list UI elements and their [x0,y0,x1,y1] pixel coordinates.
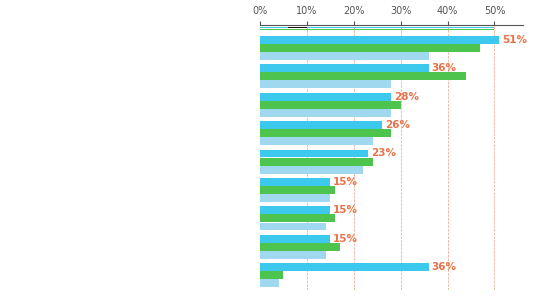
Bar [260,251,326,259]
Bar [260,93,391,101]
Text: 15%: 15% [333,205,358,215]
Bar [260,271,284,279]
Bar [288,27,307,28]
Text: 23%: 23% [371,148,396,159]
Bar [260,109,391,117]
Bar [260,72,466,80]
Text: 26%: 26% [385,120,410,130]
Bar [260,52,429,60]
Bar [260,101,400,109]
Bar [260,149,368,157]
Bar [260,214,335,222]
Bar [260,27,495,28]
Bar [260,223,326,230]
Text: 15%: 15% [333,234,358,244]
Text: 51%: 51% [502,35,527,45]
Bar [260,158,373,165]
Bar [260,243,340,251]
Bar [260,137,373,145]
Bar [260,129,391,137]
Bar [260,194,330,202]
Text: 36%: 36% [431,262,457,272]
Bar [260,36,499,44]
Bar [260,263,429,271]
Bar [260,121,382,129]
Text: 15%: 15% [333,177,358,187]
Bar [260,178,330,186]
Text: 36%: 36% [431,63,457,73]
Bar [260,80,391,88]
Text: 28%: 28% [394,91,419,102]
Bar [260,186,335,194]
Bar [260,29,495,30]
Bar [260,279,279,287]
Bar [260,206,330,214]
Bar [260,44,480,52]
Bar [260,166,363,174]
Bar [260,64,429,72]
Bar [260,235,330,243]
